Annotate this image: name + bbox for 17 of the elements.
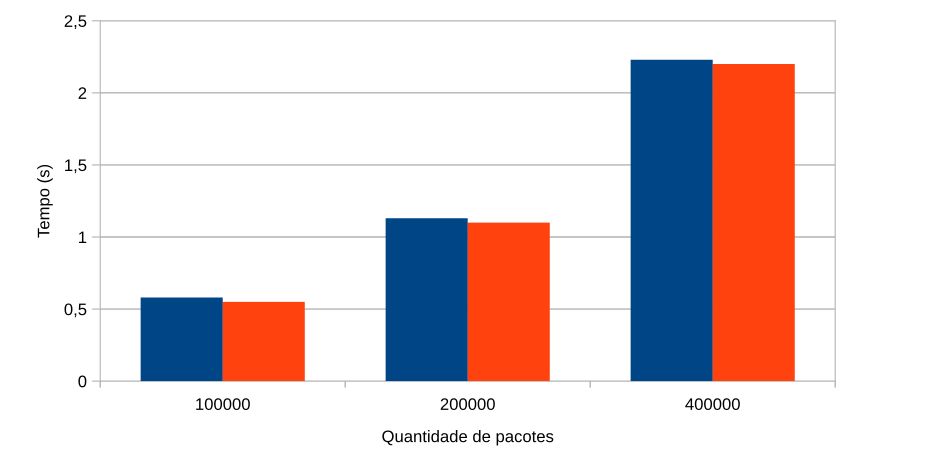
bar bbox=[222, 302, 305, 382]
y-tick-label: 2 bbox=[78, 87, 86, 99]
y-tick-label: 1 bbox=[79, 232, 86, 244]
bar bbox=[630, 60, 713, 382]
bar bbox=[386, 218, 468, 382]
x-tick-label: 400000 bbox=[685, 398, 740, 410]
y-tick-label: 0 bbox=[78, 376, 86, 388]
bar bbox=[140, 298, 223, 382]
x-axis-title: Quantidade de pacotes bbox=[382, 430, 554, 446]
y-axis-title: Tempo (s) bbox=[37, 164, 53, 238]
y-tick-label: 0,5 bbox=[64, 303, 86, 318]
x-tick-label: 200000 bbox=[440, 398, 495, 410]
y-tick-label: 1,5 bbox=[65, 160, 86, 174]
y-tick-label: 2,5 bbox=[64, 15, 86, 29]
bar bbox=[712, 64, 795, 382]
bar bbox=[468, 222, 550, 382]
x-tick-label: 100000 bbox=[196, 398, 250, 410]
